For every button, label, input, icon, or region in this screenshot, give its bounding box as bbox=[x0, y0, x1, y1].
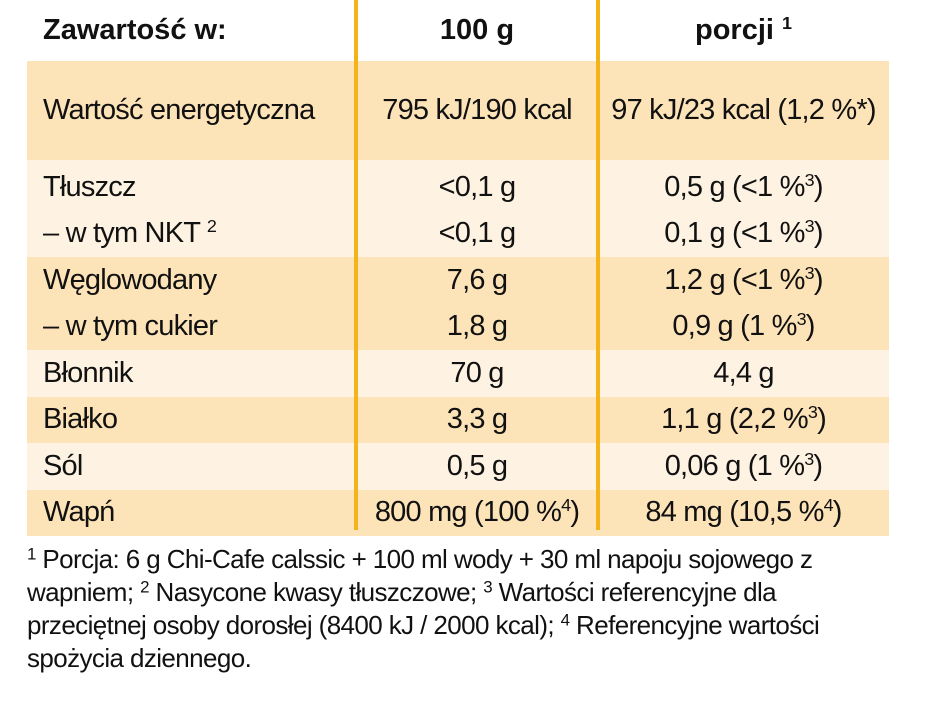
table-row-fiber: Błonnik 70 g 4,4 g bbox=[27, 350, 889, 397]
row-label: Węglowodany bbox=[43, 263, 217, 296]
row-label: Tłuszcz bbox=[43, 170, 136, 203]
row-label: Białko bbox=[43, 403, 118, 436]
footnote-ref: 3 bbox=[804, 448, 814, 469]
table-row-protein: Białko 3,3 g 1,1 g (2,2 %3) bbox=[27, 396, 889, 443]
table-row-saturated-fat: – w tym NKT 2 <0,1 g 0,1 g (<1 %3) bbox=[27, 210, 889, 257]
footnote-ref: 3 bbox=[804, 169, 815, 190]
footnotes: 1 Porcja: 6 g Chi-Cafe calssic + 100 ml … bbox=[27, 543, 897, 675]
nutrition-table: Zawartość w: 100 g porcji 1 Wartość ener… bbox=[27, 0, 889, 536]
row-per-100g: 7,6 g bbox=[446, 263, 508, 296]
footnote-ref: 3 bbox=[796, 309, 807, 330]
value-end: ) bbox=[832, 496, 843, 529]
footnote-number: 4 bbox=[560, 610, 570, 630]
footnote-ref: 4 bbox=[561, 495, 571, 516]
footnote-ref: 2 bbox=[206, 216, 217, 237]
row-label: Sól bbox=[43, 449, 83, 482]
row-per-100g: <0,1 g bbox=[438, 217, 516, 250]
row-per-portion: 1,1 g (2,2 %3) bbox=[598, 403, 889, 436]
row-per-portion: 0,06 g (1 %3) bbox=[598, 450, 889, 483]
row-per-portion: 1,2 g (<1 %3) bbox=[598, 264, 889, 297]
row-per-100g: 1,8 g bbox=[446, 310, 508, 343]
row-per-100g: 795 kJ/190 kcal bbox=[382, 94, 572, 126]
row-per-100g: 800 mg (100 %4) bbox=[356, 496, 598, 529]
value-end: ) bbox=[813, 217, 824, 250]
value: 0,1 g (<1 % bbox=[664, 217, 805, 250]
footnote-ref: 3 bbox=[807, 402, 818, 423]
table-row-energy: Wartość energetyczna 795 kJ/190 kcal 97 … bbox=[27, 61, 889, 160]
column-divider bbox=[596, 0, 600, 530]
value: 84 mg (10,5 % bbox=[645, 496, 824, 529]
row-per-100g: 70 g bbox=[450, 356, 504, 389]
row-label: Wartość energetyczna bbox=[43, 94, 315, 126]
footnote-ref: 4 bbox=[823, 495, 834, 516]
table-row-sugar: – w tym cukier 1,8 g 0,9 g (1 %3) bbox=[27, 303, 889, 350]
row-per-portion: 84 mg (10,5 %4) bbox=[598, 496, 889, 529]
value-end: ) bbox=[805, 310, 816, 343]
value: 0,06 g (1 % bbox=[664, 449, 805, 482]
value-end: ) bbox=[813, 449, 823, 482]
footnote-text: Porcja: 6 g Chi-Cafe calssic + 100 ml wo… bbox=[27, 544, 813, 607]
footnote-text: Referencyjne wartości spożycia dziennego… bbox=[27, 610, 820, 673]
header-per-100g: 100 g bbox=[439, 14, 515, 46]
footnote-ref: 3 bbox=[804, 216, 815, 237]
row-per-100g: 0,5 g bbox=[446, 449, 508, 482]
row-per-portion: 0,1 g (<1 %3) bbox=[598, 217, 889, 250]
label: – w tym NKT bbox=[43, 217, 200, 250]
header-per-portion: porcji 1 bbox=[598, 14, 889, 47]
footnote-ref: 3 bbox=[804, 262, 815, 283]
table-row-fat: Tłuszcz <0,1 g 0,5 g (<1 %3) bbox=[27, 160, 889, 211]
row-per-100g: 3,3 g bbox=[446, 403, 508, 436]
table-row-carbohydrates: Węglowodany 7,6 g 1,2 g (<1 %3) bbox=[27, 257, 889, 304]
header-per-portion-label: porcji bbox=[694, 14, 774, 46]
row-label: – w tym NKT 2 bbox=[27, 217, 356, 250]
row-label: – w tym cukier bbox=[43, 310, 218, 343]
value: 0,5 g (<1 % bbox=[664, 170, 805, 203]
row-per-portion: 0,9 g (1 %3) bbox=[598, 310, 889, 343]
table-row-calcium: Wapń 800 mg (100 %4) 84 mg (10,5 %4) bbox=[27, 489, 889, 536]
footnote-number: 2 bbox=[140, 577, 149, 597]
table-header-row: Zawartość w: 100 g porcji 1 bbox=[27, 0, 889, 61]
column-divider bbox=[354, 0, 358, 530]
footnote-number: 3 bbox=[483, 577, 493, 597]
row-per-portion: 4,4 g bbox=[713, 356, 774, 389]
row-label: Błonnik bbox=[43, 356, 133, 389]
row-per-portion: 0,5 g (<1 %3) bbox=[598, 171, 889, 204]
header-content: Zawartość w: bbox=[43, 14, 227, 46]
row-per-100g: <0,1 g bbox=[438, 170, 516, 203]
footnote-text: Nasycone kwasy tłuszczowe; bbox=[148, 577, 484, 607]
table-row-salt: Sól 0,5 g 0,06 g (1 %3) bbox=[27, 443, 889, 490]
row-label: Wapń bbox=[43, 496, 115, 529]
row-per-portion: 97 kJ/23 kcal (1,2 %*) bbox=[611, 94, 876, 126]
value: 1,1 g (2,2 % bbox=[661, 403, 809, 436]
value-end: ) bbox=[817, 403, 827, 436]
value: 0,9 g (1 % bbox=[672, 310, 797, 343]
footnote-text: Wartości referencyjne dla przeciętnej os… bbox=[27, 577, 777, 640]
value: 800 mg (100 % bbox=[374, 496, 562, 529]
value-end: ) bbox=[813, 263, 824, 296]
footnote-number: 1 bbox=[27, 544, 36, 564]
value-end: ) bbox=[570, 496, 580, 529]
value-end: ) bbox=[813, 170, 824, 203]
footnote-ref: 1 bbox=[782, 13, 793, 34]
value: 1,2 g (<1 % bbox=[664, 263, 805, 296]
